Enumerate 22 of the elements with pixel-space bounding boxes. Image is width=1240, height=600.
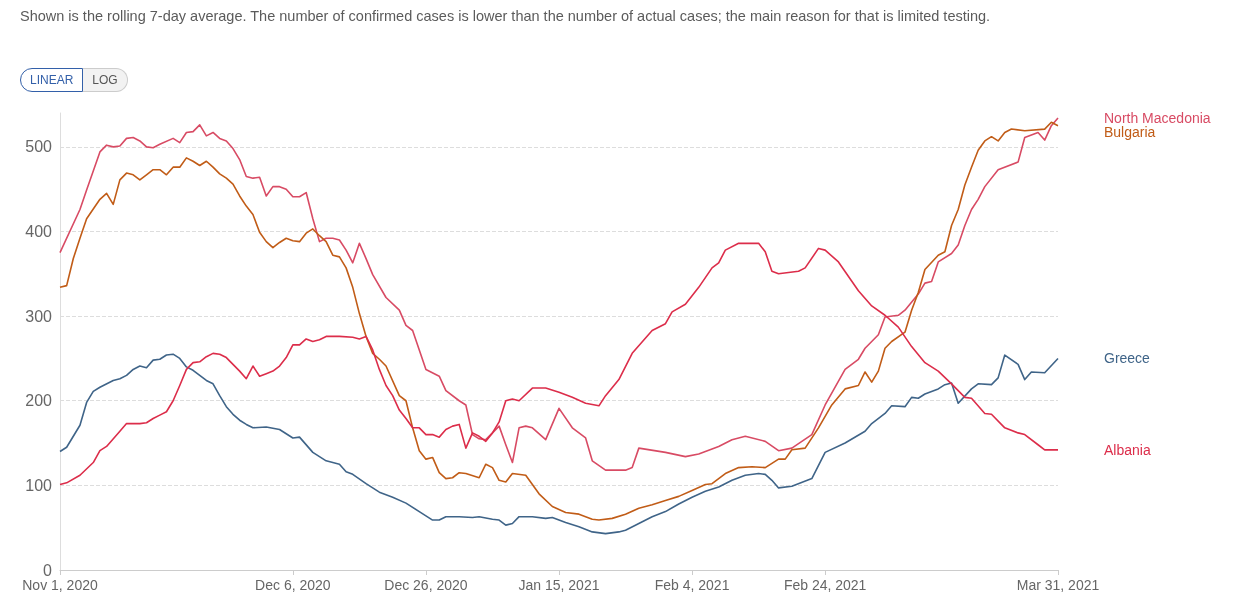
y-tick-label: 400 [25, 222, 53, 240]
text: Bulgaria [1104, 124, 1156, 141]
x-tick-label: Dec 26, 2020 [384, 577, 468, 593]
text: Greece [1104, 350, 1151, 367]
text: North Macedonia [1104, 110, 1211, 127]
y-tick-label: 500 [25, 138, 53, 156]
text: Albania [1104, 441, 1151, 458]
y-tick-label: 200 [25, 392, 53, 410]
y-tick-label: 300 [25, 307, 53, 325]
x-tick-label: Mar 31, 2021 [1016, 577, 1100, 593]
x-tick-label: Feb 24, 2021 [783, 577, 867, 593]
chart-subtitle: Shown is the rolling 7-day average. The number of confirmed cases is lower than the number of actual cases; the main reason for that is limited testing. [20, 7, 992, 26]
line-series [59, 242, 1059, 486]
text: LOG [83, 68, 128, 92]
x-tick-label: Nov 1, 2020 [22, 577, 98, 593]
x-tick-label: Dec 6, 2020 [255, 577, 331, 593]
x-tick-label: Feb 4, 2021 [654, 577, 730, 593]
line-series [59, 353, 1059, 535]
x-tick-label: Jan 15, 2021 [518, 577, 600, 593]
text: LINEAR [20, 68, 84, 92]
y-tick-label: 0 [43, 561, 53, 579]
y-tick-label: 100 [25, 476, 53, 494]
